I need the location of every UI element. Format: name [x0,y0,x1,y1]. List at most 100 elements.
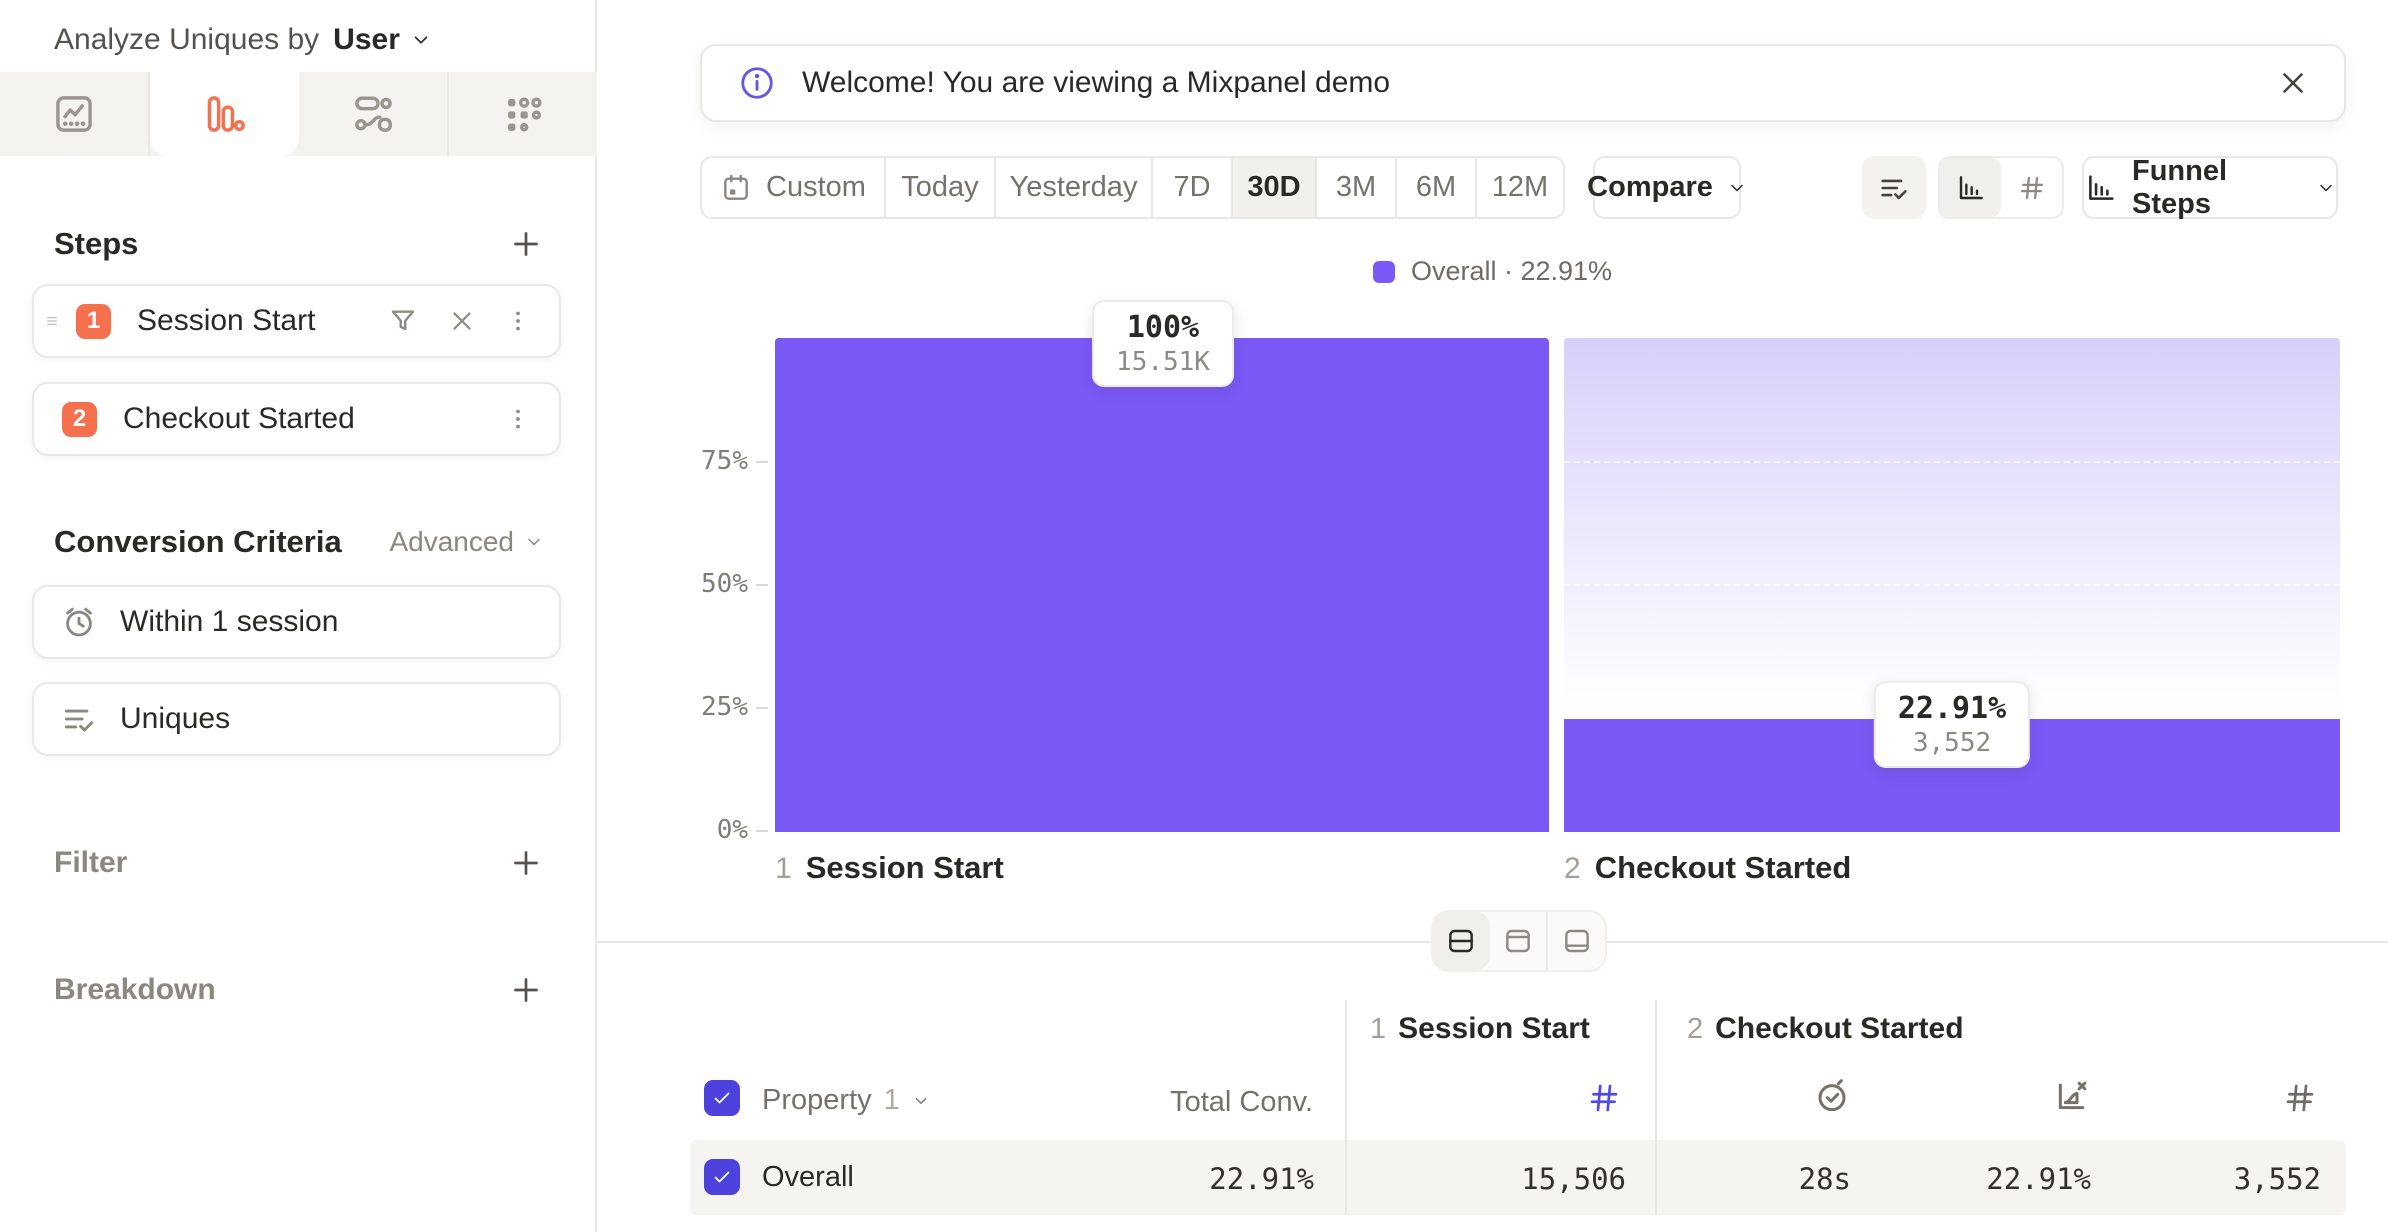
property-label: Property [762,1084,872,1116]
table-group-header-step1: 1 Session Start [1370,1012,1590,1046]
avg-time-column-icon[interactable] [1812,1076,1852,1116]
y-axis-tick: 0% [716,815,748,845]
remove-step-icon[interactable] [447,306,477,336]
step-event-name[interactable]: Session Start [137,304,316,337]
group-step-name: Checkout Started [1715,1012,1964,1045]
date-range-label: Yesterday [1009,171,1138,203]
conv-rate-column-icon[interactable] [2052,1076,2092,1116]
y-axis-tick: 50% [701,569,748,599]
step-name: Checkout Started [1594,850,1852,885]
advanced-dropdown[interactable]: Advanced [389,526,544,558]
drag-handle-icon[interactable] [42,311,62,331]
date-range-label: Custom [766,171,866,203]
axis-tickmark [756,584,768,586]
table-group-header-step2: 2 Checkout Started [1687,1012,1964,1046]
property-column-header[interactable]: Property 1 [762,1084,930,1117]
breakdown-title: Breakdown [54,973,216,1006]
row-step2-count: 3,552 [2233,1162,2321,1196]
group-step-number: 2 [1687,1013,1704,1045]
date-range-label: 3M [1335,171,1377,203]
date-range-today[interactable]: Today [886,158,996,217]
report-type-tabs [0,72,597,156]
banner-close-icon[interactable] [2276,66,2310,100]
banner-message: Welcome! You are viewing a Mixpanel demo [802,66,1391,99]
funnel-dropoff-region [1564,338,2340,721]
select-all-checkbox[interactable] [704,1080,740,1116]
chart-only-view-icon[interactable] [1490,912,1547,970]
date-range-label: Today [901,171,979,203]
group-step-name: Session Start [1398,1012,1590,1045]
step-number: 1 [775,852,792,885]
date-range-custom[interactable]: Custom [702,158,886,217]
table-row-overall[interactable]: Overall 22.91% 15,506 28s 22.91% 3,552 [690,1140,2346,1215]
step-number: 2 [1564,852,1581,885]
chevron-down-icon [524,532,544,552]
step2-count-column-icon[interactable] [2282,1080,2318,1116]
axis-tickmark [756,461,768,463]
percent-bars-toggle[interactable] [1940,158,2001,217]
step1-count-column-icon[interactable] [1586,1080,1622,1116]
filter-step-icon[interactable] [387,305,419,337]
add-filter-button[interactable] [508,845,544,881]
demo-banner: Welcome! You are viewing a Mixpanel demo [700,44,2346,122]
funnel-bar-step1[interactable] [775,338,1549,832]
step-number-badge: 2 [62,401,97,437]
date-range-12m[interactable]: 12M [1477,158,1563,217]
step-more-menu-icon[interactable] [505,406,531,432]
counting-method-label: Uniques [120,702,231,735]
chart-legend[interactable]: Overall · 22.91% [597,256,2388,287]
total-conv-column-header[interactable]: Total Conv. [1170,1086,1313,1118]
tab-funnels[interactable] [150,72,299,156]
step-name: Session Start [805,850,1004,885]
row-conv-rate: 22.91% [1986,1162,2091,1196]
analyze-value: User [333,23,400,56]
uniques-toggle-button[interactable] [1862,156,1926,219]
absolute-numbers-toggle[interactable] [2001,158,2062,217]
axis-tickmark [756,830,768,832]
row-name: Overall [762,1161,854,1193]
step-more-menu-icon[interactable] [505,308,531,334]
insights-icon [51,91,97,137]
funnels-icon [201,91,247,137]
list-check-icon [1877,171,1911,205]
date-range-label: 6M [1415,171,1457,203]
date-range-7d[interactable]: 7D [1153,158,1233,217]
step-event-name[interactable]: Checkout Started [123,402,355,435]
row-checkbox[interactable] [704,1159,740,1195]
date-range-yesterday[interactable]: Yesterday [996,158,1153,217]
add-step-button[interactable] [508,226,544,262]
x-axis-step-label-1: 1 Session Start [775,850,1004,886]
date-range-30d[interactable]: 30D [1233,158,1317,217]
conversion-window-card[interactable]: Within 1 session [32,585,561,659]
group-step-number: 1 [1370,1013,1387,1045]
step-card-1[interactable]: 1 Session Start [32,284,561,358]
analyze-label: Analyze Uniques by [54,23,320,56]
filter-section-header: Filter [54,845,544,881]
table-only-view-icon[interactable] [1546,912,1605,970]
tab-insights[interactable] [0,72,151,156]
tab-retention[interactable] [449,72,597,156]
counting-method-card[interactable]: Uniques [32,682,561,756]
conversion-criteria-header: Conversion Criteria Advanced [54,524,544,560]
chevron-down-icon [912,1092,930,1110]
date-range-control: Custom Today Yesterday 7D 30D 3M 6M 12M [700,156,1565,219]
gridline-75 [1564,461,2340,463]
add-breakdown-button[interactable] [508,972,544,1008]
tab-flows[interactable] [299,72,449,156]
retention-icon [500,91,546,137]
steps-title: Steps [54,226,139,261]
step-card-2[interactable]: 2 Checkout Started [32,382,561,456]
date-range-3m[interactable]: 3M [1317,158,1397,217]
chart-view-selector[interactable]: Funnel Steps [2082,155,2338,220]
hash-icon [2017,173,2047,203]
query-sidebar: Analyze Uniques by User [0,0,597,1232]
date-range-6m[interactable]: 6M [1397,158,1477,217]
analyze-value-dropdown[interactable]: User [333,23,432,57]
split-view-icon[interactable] [1433,912,1490,970]
y-axis-tick: 75% [701,446,748,476]
compare-button[interactable]: Compare [1587,156,1743,219]
tooltip-count: 15.51K [1116,347,1210,377]
chevron-down-icon [1727,178,1747,198]
property-index: 1 [883,1084,900,1116]
x-axis-step-label-2: 2 Checkout Started [1564,850,1851,886]
